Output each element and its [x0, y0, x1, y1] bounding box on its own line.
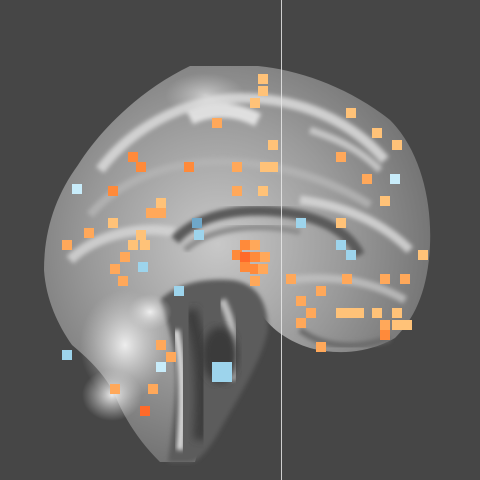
activation-voxel-positive: [128, 240, 138, 250]
activation-voxel-positive: [260, 162, 270, 172]
activation-voxel-positive: [250, 264, 260, 274]
activation-voxel-positive: [250, 98, 260, 108]
activation-voxel-negative: [296, 218, 306, 228]
activation-voxel-positive: [240, 252, 250, 262]
activation-voxel-positive: [402, 320, 412, 330]
activation-voxel-positive: [84, 228, 94, 238]
activation-voxel-positive: [380, 196, 390, 206]
activation-voxel-positive: [166, 352, 176, 362]
activation-voxel-positive: [140, 406, 150, 416]
activation-voxel-positive: [296, 318, 306, 328]
activation-voxel-positive: [362, 174, 372, 184]
activation-voxel-positive: [146, 208, 156, 218]
activation-voxel-positive: [232, 162, 242, 172]
activation-voxel-positive: [156, 198, 166, 208]
activation-voxel-positive: [346, 108, 356, 118]
activation-voxel-positive: [232, 186, 242, 196]
activation-voxel-positive: [250, 252, 260, 262]
activation-voxel-negative: [194, 230, 204, 240]
activation-voxel-positive: [156, 340, 166, 350]
activation-voxel-positive: [306, 308, 316, 318]
activation-voxel-positive: [336, 152, 346, 162]
activation-voxel-positive: [212, 118, 222, 128]
activation-voxel-positive: [240, 240, 250, 250]
activation-voxel-positive: [250, 276, 260, 286]
activation-voxel-positive: [108, 186, 118, 196]
activation-voxel-positive: [336, 218, 346, 228]
activation-voxel-positive: [372, 308, 382, 318]
activation-voxel-positive: [342, 274, 352, 284]
activation-voxel-positive: [258, 74, 268, 84]
activation-voxel-positive: [62, 240, 72, 250]
activation-voxel-positive: [316, 286, 326, 296]
activation-voxel-positive: [184, 162, 194, 172]
activation-voxel-positive: [380, 274, 390, 284]
activation-voxel-positive: [108, 218, 118, 228]
activation-voxel-positive: [140, 240, 150, 250]
activation-voxel-positive: [286, 274, 296, 284]
activation-voxel-negative: [390, 174, 400, 184]
activation-voxel-positive: [316, 342, 326, 352]
activation-voxel-positive: [418, 250, 428, 260]
activation-voxel-positive: [268, 140, 278, 150]
activation-voxel-negative: [62, 350, 72, 360]
activation-voxel-positive: [380, 330, 390, 340]
activation-overlay: [62, 74, 428, 416]
activation-voxel-positive: [258, 264, 268, 274]
activation-voxel-positive: [118, 276, 128, 286]
activation-voxel-positive: [250, 240, 260, 250]
activation-voxel-positive: [148, 384, 158, 394]
activation-voxel-positive: [258, 186, 268, 196]
activation-voxel-positive: [260, 252, 270, 262]
activation-voxel-positive: [156, 208, 166, 218]
activation-voxel-positive: [136, 230, 146, 240]
activation-voxel-positive: [110, 384, 120, 394]
activation-voxel-positive: [240, 262, 250, 272]
activation-voxel-positive: [336, 308, 346, 318]
activation-voxel-negative: [192, 218, 202, 228]
activation-voxel-positive: [400, 274, 410, 284]
activation-voxel-positive: [354, 308, 364, 318]
activation-voxel-negative: [138, 262, 148, 272]
activation-voxel-positive: [258, 86, 268, 96]
activation-voxel-positive: [380, 320, 390, 330]
activation-voxel-positive: [346, 308, 356, 318]
activation-voxel-positive: [392, 320, 402, 330]
activation-voxel-negative: [212, 362, 232, 382]
activation-voxel-negative: [346, 250, 356, 260]
activation-voxel-positive: [128, 152, 138, 162]
activation-voxel-negative: [336, 240, 346, 250]
activation-voxel-positive: [110, 264, 120, 274]
activation-voxel-positive: [268, 162, 278, 172]
activation-voxel-positive: [392, 308, 402, 318]
activation-voxel-positive: [136, 162, 146, 172]
activation-voxel-positive: [232, 250, 242, 260]
activation-voxel-positive: [372, 128, 382, 138]
activation-voxel-negative: [72, 184, 82, 194]
activation-voxel-positive: [296, 296, 306, 306]
activation-voxel-negative: [174, 286, 184, 296]
activation-voxel-positive: [392, 140, 402, 150]
crosshair-line[interactable]: [281, 0, 282, 480]
activation-voxel-negative: [156, 362, 166, 372]
activation-voxel-positive: [120, 252, 130, 262]
bright-regions: [80, 73, 245, 421]
